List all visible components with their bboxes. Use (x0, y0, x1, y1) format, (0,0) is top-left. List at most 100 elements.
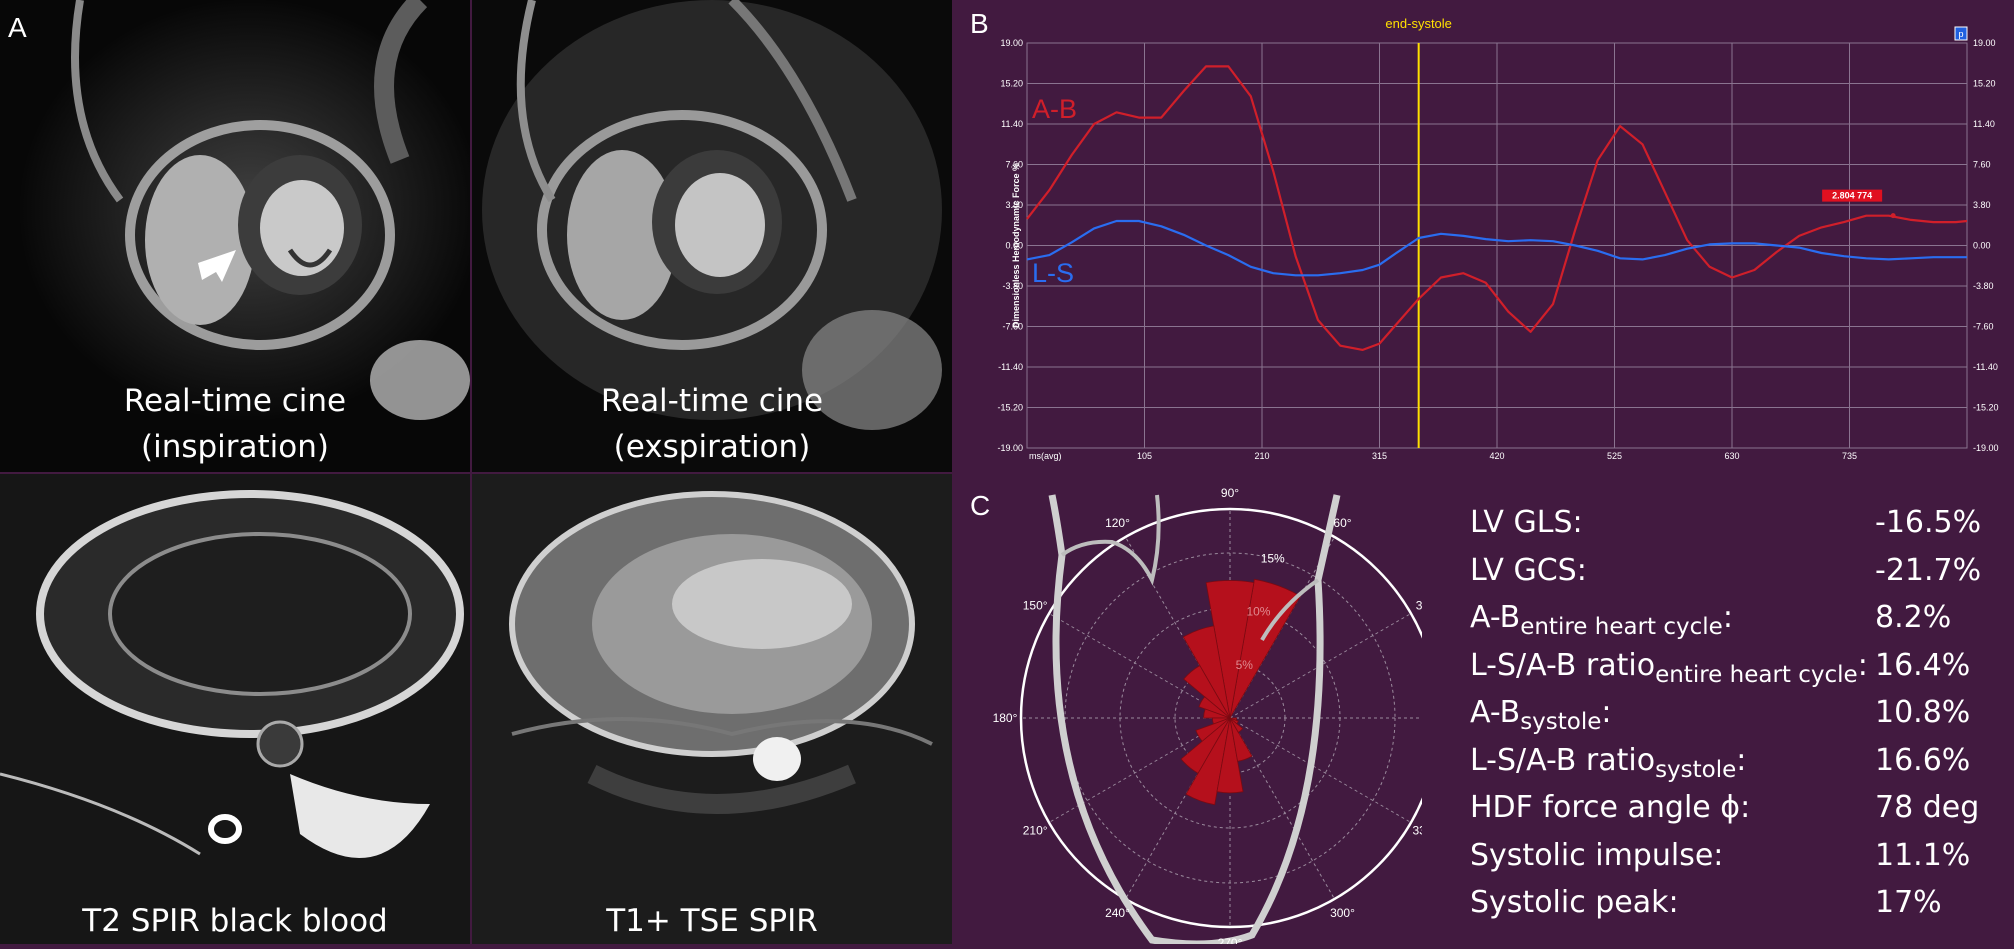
stat-label-suffix: : (1736, 742, 1747, 778)
y-tick-label-right: 0.00 (1973, 241, 1991, 251)
stat-label: A-Bentire heart cycle: (1470, 595, 1733, 650)
stat-label-subscript: systole (1655, 756, 1737, 783)
stat-row: LV GLS: -16.5% (1470, 500, 1990, 546)
x-tick-label: 735 (1842, 451, 1857, 461)
angle-label: 210° (1023, 824, 1048, 838)
y-tick-label-right: -11.40 (1973, 362, 1998, 372)
stat-label-text: Systolic impulse: (1470, 837, 1724, 873)
angle-label: 150° (1023, 599, 1048, 613)
stat-label: Systolic impulse: (1470, 833, 1723, 879)
caption-line-1: T2 SPIR black blood (82, 903, 388, 939)
corner-tag-label: p (1958, 29, 1963, 39)
angle-label: 90° (1221, 486, 1239, 500)
stat-label-text: HDF force angle ϕ: (1470, 790, 1751, 825)
y-tick-label-left: 15.20 (1000, 79, 1023, 89)
stat-label: L-S/A-B ratiosystole: (1470, 738, 1746, 793)
radial-label: 5% (1236, 658, 1254, 672)
polar-bar (1229, 717, 1238, 721)
x-tick-label: 315 (1372, 451, 1387, 461)
y-tick-label-right: -19.00 (1973, 443, 1999, 453)
stat-value: 78 deg (1875, 790, 1980, 825)
polar-grid-spoke (1229, 717, 1335, 900)
y-tick-label-right: 3.80 (1973, 200, 1991, 210)
y-tick-label-right: 19.00 (1973, 38, 1996, 48)
series-label-a-b: A-B (1032, 94, 1077, 124)
polar-grid-spoke (1229, 717, 1412, 823)
stat-label: A-Bsystole: (1470, 690, 1612, 745)
y-tick-label-right: -15.20 (1973, 403, 1999, 413)
y-tick-label-left: -7.60 (1002, 322, 1023, 332)
series-label-l-s: L-S (1032, 258, 1074, 288)
y-tick-label-left: -3.80 (1002, 281, 1023, 291)
x-tick-label: 420 (1489, 451, 1504, 461)
x-tick-label: 105 (1137, 451, 1152, 461)
y-tick-label-left: -15.20 (997, 403, 1023, 413)
stat-row: HDF force angle ϕ: 78 deg (1470, 785, 1990, 831)
y-tick-label-left: 0.00 (1005, 241, 1023, 251)
stat-label-text: A-B (1470, 600, 1521, 635)
polar-bar (1216, 717, 1244, 794)
stat-row: LV GCS: -21.7% (1470, 548, 1990, 594)
y-tick-label-left: 3.80 (1005, 200, 1023, 210)
stat-row: L-S/A-B ratioentire heart cycle: 16.4% (1470, 643, 1990, 689)
mri-picture-cine-inspiration (0, 0, 470, 472)
stat-label-subscript: entire heart cycle (1520, 614, 1723, 640)
caption-t1-tse-spir: T1+ TSE SPIR (472, 898, 952, 944)
caption-line-1: T1+ TSE SPIR (606, 903, 818, 939)
caption-line-1: Real-time cine (123, 383, 347, 419)
caption-line-2: (inspiration) (140, 429, 329, 465)
polar-bar (1203, 708, 1231, 719)
y-tick-label-right: -7.60 (1973, 322, 1994, 332)
ventricle-wall-outline (1260, 578, 1320, 641)
stat-label-subscript: systole (1520, 709, 1602, 735)
y-axis-label: Dimensionless Hemodynamic Force % (1011, 163, 1021, 328)
x-tick-label: 525 (1607, 451, 1622, 461)
polar-grid-spoke (1048, 613, 1231, 719)
stat-label-text: LV GCS: (1470, 552, 1587, 588)
angle-label: 120° (1105, 516, 1130, 530)
series-line-a-b (1026, 65, 1968, 351)
stat-row: A-Bentire heart cycle: 8.2% (1470, 595, 1990, 641)
stat-label-text: Systolic peak: (1470, 885, 1679, 920)
polar-bar (1229, 717, 1253, 762)
stat-label-suffix: : (1722, 600, 1733, 635)
stat-value: 16.6% (1875, 742, 1971, 778)
y-tick-label-left: 11.40 (1001, 119, 1023, 129)
stat-label-suffix: : (1601, 695, 1612, 730)
polar-grid-spoke (1125, 717, 1231, 900)
angle-label: 270° (1218, 936, 1243, 944)
x-tick-label: 630 (1724, 451, 1739, 461)
y-tick-label-right: 7.60 (1973, 160, 1991, 170)
polar-bar (1183, 665, 1231, 719)
mri-image-cine-exspiration: Real-time cine (exspiration) (472, 0, 952, 472)
polar-bar (1185, 717, 1231, 806)
stat-label: L-S/A-B ratioentire heart cycle: (1470, 643, 1868, 698)
series-line-l-s (1026, 219, 1967, 277)
marker-label-background (1822, 189, 1883, 202)
polar-bar (1229, 717, 1244, 733)
mri-picture-cine-exspiration (472, 0, 952, 472)
stat-label-subscript: entire heart cycle (1655, 661, 1858, 688)
stat-label-text: LV GLS: (1470, 505, 1583, 540)
y-tick-label-right: 11.40 (1973, 119, 1995, 129)
mri-picture-t2-spir (0, 474, 470, 944)
stat-row: Systolic peak: 17% (1470, 880, 1990, 926)
angle-label: 330° (1412, 824, 1422, 838)
mri-image-cine-inspiration: Real-time cine (inspiration) A (0, 0, 470, 472)
stat-row: A-Bsystole: 10.8% (1470, 690, 1990, 736)
caption-cine-inspiration: Real-time cine (inspiration) (0, 378, 470, 470)
stat-value: 10.8% (1875, 695, 1971, 730)
stat-value: -16.5% (1875, 505, 1982, 540)
stat-label-text: L-S/A-B ratio (1470, 647, 1656, 683)
stat-label: LV GLS: (1470, 500, 1583, 546)
angle-label: 30° (1416, 599, 1422, 613)
arrow-icon (198, 250, 236, 282)
mri-image-t2-spir: T2 SPIR black blood (0, 474, 470, 944)
panel-letter-b: B (970, 8, 989, 39)
stat-label-text: A-B (1470, 695, 1521, 730)
hemodynamic-force-chart: 19.00 19.00 15.20 15.20 11.40 11.40 7.60 7.60 3.… (997, 16, 1999, 461)
caption-line-2: (exspiration) (613, 429, 811, 465)
y-tick-label-left: -11.40 (998, 362, 1023, 372)
x-tick-label: 210 (1254, 451, 1269, 461)
polar-bar (1198, 696, 1231, 719)
